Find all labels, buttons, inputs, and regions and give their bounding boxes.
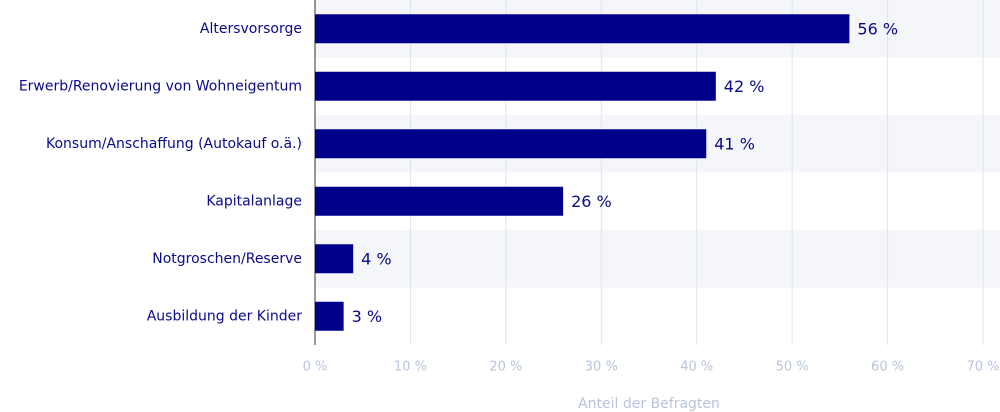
value-label: 41 % — [714, 134, 755, 153]
bar — [315, 186, 564, 216]
row-band — [315, 230, 1000, 288]
bar — [315, 301, 344, 331]
value-label: 4 % — [361, 249, 391, 268]
x-tick-label: 60 % — [871, 360, 904, 375]
value-label: 42 % — [724, 77, 765, 96]
value-label: 26 % — [571, 192, 612, 211]
bars — [315, 14, 850, 331]
bar — [315, 71, 716, 101]
x-tick-labels: 0 % 10 % 20 % 30 % 40 % 50 % 60 % 70 % — [303, 360, 1000, 375]
x-tick-label: 50 % — [776, 360, 809, 375]
category-label: Konsum/Anschaffung (Autokauf o.ä.) — [46, 136, 302, 152]
x-axis-title: Anteil der Befragten — [578, 396, 720, 412]
bar — [315, 14, 850, 44]
x-tick-label: 70 % — [966, 360, 999, 375]
category-labels: Altersvorsorge Erwerb/Renovierung von Woh… — [19, 21, 302, 325]
x-tick-label: 30 % — [585, 360, 618, 375]
category-label: Altersvorsorge — [200, 21, 302, 37]
bar — [315, 244, 354, 274]
x-tick-label: 40 % — [680, 360, 713, 375]
value-label: 3 % — [352, 307, 382, 326]
category-label: Erwerb/Renovierung von Wohneigentum — [19, 78, 302, 94]
value-labels: 56 % 42 % 41 % 26 % 4 % 3 % — [352, 19, 898, 326]
category-label: Kapitalanlage — [206, 193, 302, 209]
gridlines — [409, 0, 984, 345]
category-label: Ausbildung der Kinder — [147, 308, 303, 324]
x-tick-label: 20 % — [489, 360, 522, 375]
x-tick-label: 10 % — [394, 360, 427, 375]
category-label: Notgroschen/Reserve — [152, 251, 302, 267]
bar — [315, 129, 707, 159]
value-label: 56 % — [857, 19, 898, 38]
x-tick-label: 0 % — [303, 360, 328, 375]
